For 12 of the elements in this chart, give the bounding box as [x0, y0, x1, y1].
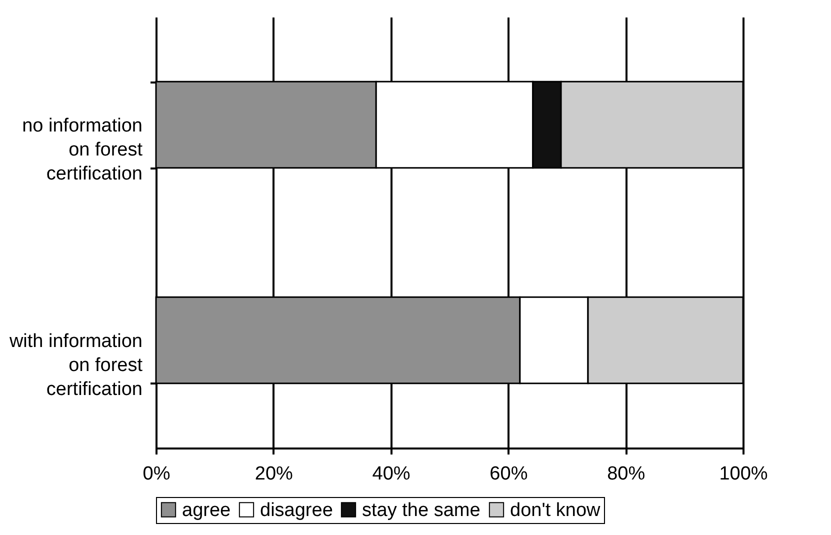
- y-tick-label: with information on forest certification: [8, 330, 144, 400]
- y-tick-label: no information on forest certification: [22, 115, 144, 184]
- x-tick-label: 100%: [719, 464, 768, 484]
- legend-label: don't know: [510, 500, 601, 521]
- legend-label: agree: [182, 500, 231, 521]
- legend-label: disagree: [260, 500, 333, 521]
- x-tick-label: 20%: [254, 464, 294, 484]
- x-tick-label: 40%: [372, 464, 410, 484]
- legend-label: stay the same: [362, 500, 480, 521]
- x-tick-label: 80%: [607, 464, 646, 484]
- x-tick-label: 0%: [142, 464, 170, 484]
- x-tick-label: 60%: [490, 464, 528, 484]
